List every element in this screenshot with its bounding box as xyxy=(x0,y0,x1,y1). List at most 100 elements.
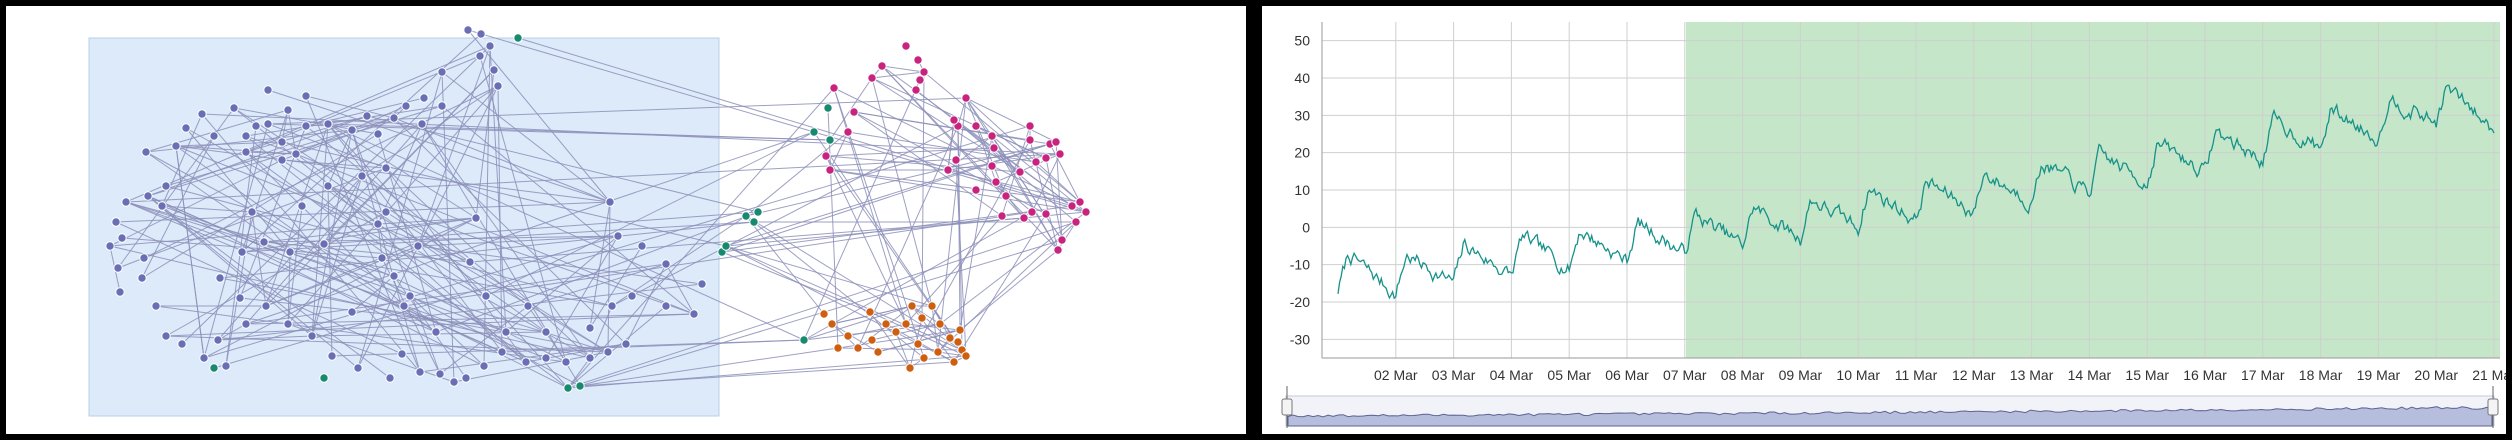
graph-node-pink[interactable] xyxy=(987,161,997,171)
navigator-right-handle[interactable] xyxy=(2487,386,2499,428)
graph-node-green[interactable] xyxy=(721,241,731,251)
graph-node-green[interactable] xyxy=(209,363,219,373)
graph-node-blue[interactable] xyxy=(241,131,251,141)
graph-node-blue[interactable] xyxy=(475,51,485,61)
graph-node-blue[interactable] xyxy=(199,353,209,363)
graph-node-blue[interactable] xyxy=(241,147,251,157)
graph-node-pink[interactable] xyxy=(951,155,961,165)
graph-node-blue[interactable] xyxy=(285,247,295,257)
graph-node-pink[interactable] xyxy=(911,85,921,95)
graph-node-pink[interactable] xyxy=(849,107,859,117)
graph-node-pink[interactable] xyxy=(1001,191,1011,201)
graph-node-blue[interactable] xyxy=(151,301,161,311)
graph-node-blue[interactable] xyxy=(141,147,151,157)
graph-node-orange[interactable] xyxy=(881,319,891,329)
graph-node-blue[interactable] xyxy=(449,377,459,387)
graph-node-blue[interactable] xyxy=(401,101,411,111)
graph-node-blue[interactable] xyxy=(627,291,637,301)
graph-node-blue[interactable] xyxy=(485,41,495,51)
graph-node-pink[interactable] xyxy=(971,185,981,195)
graph-node-blue[interactable] xyxy=(259,237,269,247)
graph-node-blue[interactable] xyxy=(417,119,427,129)
graph-node-pink[interactable] xyxy=(1051,137,1061,147)
graph-node-pink[interactable] xyxy=(949,115,959,125)
graph-node-orange[interactable] xyxy=(917,313,927,323)
graph-node-blue[interactable] xyxy=(489,65,499,75)
graph-node-orange[interactable] xyxy=(913,339,923,349)
graph-node-blue[interactable] xyxy=(603,347,613,357)
graph-node-blue[interactable] xyxy=(291,149,301,159)
graph-node-blue[interactable] xyxy=(301,91,311,101)
graph-node-blue[interactable] xyxy=(497,347,507,357)
graph-node-orange[interactable] xyxy=(865,307,875,317)
graph-node-green[interactable] xyxy=(809,127,819,137)
graph-node-blue[interactable] xyxy=(117,233,127,243)
graph-node-blue[interactable] xyxy=(405,291,415,301)
graph-node-pink[interactable] xyxy=(943,165,953,175)
graph-node-blue[interactable] xyxy=(381,163,391,173)
graph-node-orange[interactable] xyxy=(853,343,863,353)
graph-node-blue[interactable] xyxy=(541,327,551,337)
graph-node-pink[interactable] xyxy=(1025,121,1035,131)
graph-node-blue[interactable] xyxy=(115,287,125,297)
range-navigator[interactable] xyxy=(1281,386,2499,428)
graph-node-blue[interactable] xyxy=(397,349,407,359)
graph-node-blue[interactable] xyxy=(471,213,481,223)
graph-node-blue[interactable] xyxy=(661,301,671,311)
navigator-left-handle[interactable] xyxy=(1281,386,1293,428)
graph-node-blue[interactable] xyxy=(437,67,447,77)
graph-node-blue[interactable] xyxy=(661,259,671,269)
graph-node-orange[interactable] xyxy=(833,343,843,353)
graph-node-blue[interactable] xyxy=(197,109,207,119)
graph-node-blue[interactable] xyxy=(523,301,533,311)
graph-node-green[interactable] xyxy=(749,217,759,227)
graph-node-blue[interactable] xyxy=(373,129,383,139)
graph-node-blue[interactable] xyxy=(229,103,239,113)
graph-node-blue[interactable] xyxy=(357,171,367,181)
graph-node-pink[interactable] xyxy=(1031,157,1041,167)
graph-node-orange[interactable] xyxy=(891,327,901,337)
graph-node-pink[interactable] xyxy=(987,131,997,141)
graph-node-pink[interactable] xyxy=(1067,201,1077,211)
graph-node-blue[interactable] xyxy=(171,141,181,151)
graph-node-pink[interactable] xyxy=(1053,245,1063,255)
graph-node-blue[interactable] xyxy=(389,113,399,123)
graph-node-pink[interactable] xyxy=(825,165,835,175)
graph-node-pink[interactable] xyxy=(1055,149,1065,159)
graph-node-blue[interactable] xyxy=(561,357,571,367)
graph-node-blue[interactable] xyxy=(113,263,123,273)
graph-node-orange[interactable] xyxy=(905,363,915,373)
graph-node-blue[interactable] xyxy=(385,373,395,383)
time-series-chart-panel[interactable]: -30 -20 -10 0 10 20 30 40 50 02 Mar 03 Mar 04 Mar 0… xyxy=(1262,6,2506,434)
graph-node-pink[interactable] xyxy=(1015,167,1025,177)
graph-node-blue[interactable] xyxy=(347,307,357,317)
graph-node-orange[interactable] xyxy=(935,319,945,329)
graph-node-blue[interactable] xyxy=(161,331,171,341)
graph-node-green[interactable] xyxy=(319,373,329,383)
graph-node-pink[interactable] xyxy=(1025,135,1035,145)
graph-node-pink[interactable] xyxy=(821,151,831,161)
graph-node-pink[interactable] xyxy=(1041,153,1051,163)
graph-node-blue[interactable] xyxy=(221,361,231,371)
graph-node-blue[interactable] xyxy=(105,241,115,251)
graph-node-pink[interactable] xyxy=(997,211,1007,221)
graph-node-blue[interactable] xyxy=(301,121,311,131)
graph-node-blue[interactable] xyxy=(247,207,257,217)
graph-node-blue[interactable] xyxy=(493,81,503,91)
graph-node-pink[interactable] xyxy=(1027,207,1037,217)
graph-node-blue[interactable] xyxy=(437,101,447,111)
graph-node-orange[interactable] xyxy=(961,351,971,361)
graph-node-pink[interactable] xyxy=(1081,207,1091,217)
graph-node-pink[interactable] xyxy=(877,61,887,71)
graph-node-pink[interactable] xyxy=(919,67,929,77)
graph-node-blue[interactable] xyxy=(323,119,333,129)
graph-node-orange[interactable] xyxy=(953,337,963,347)
graph-node-blue[interactable] xyxy=(479,361,489,371)
graph-node-blue[interactable] xyxy=(463,25,473,35)
graph-node-blue[interactable] xyxy=(139,253,149,263)
graph-node-pink[interactable] xyxy=(843,127,853,137)
graph-node-blue[interactable] xyxy=(235,293,245,303)
graph-node-pink[interactable] xyxy=(961,93,971,103)
graph-node-pink[interactable] xyxy=(829,83,839,93)
